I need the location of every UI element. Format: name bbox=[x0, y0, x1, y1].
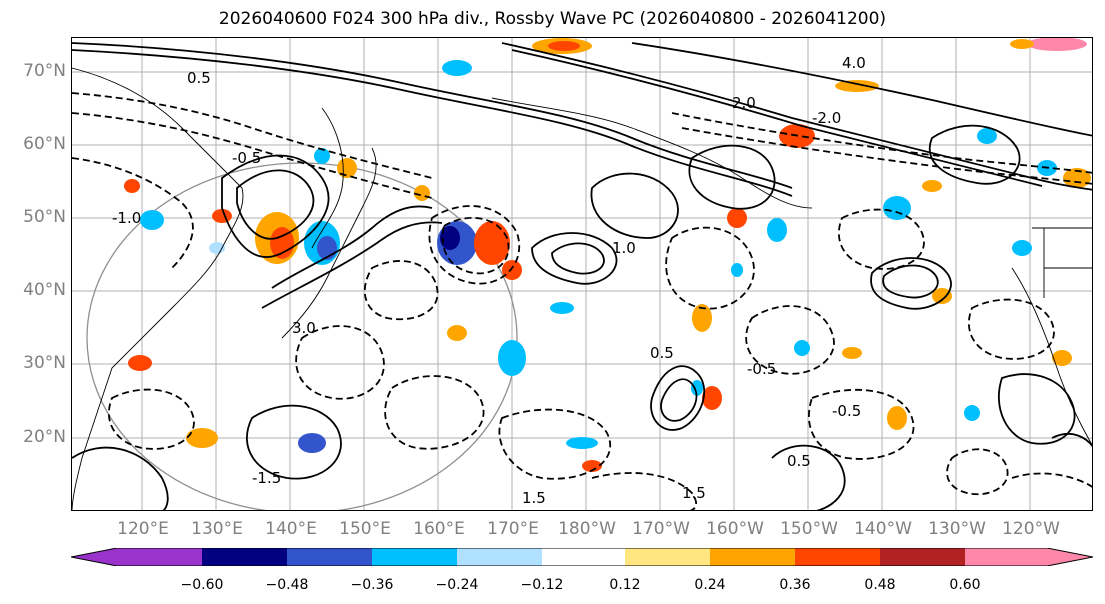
colorbar-tick-label: −0.24 bbox=[435, 577, 479, 593]
lon-label-120w: 120°W bbox=[1002, 519, 1060, 539]
contour-label: -0.5 bbox=[747, 360, 776, 378]
colorbar-bin bbox=[287, 548, 372, 566]
colorbar-tick-label: −0.12 bbox=[520, 577, 564, 593]
contour-label: 0.5 bbox=[787, 452, 811, 470]
lon-label-120e: 120°E bbox=[117, 519, 169, 539]
colorbar-bin bbox=[625, 548, 710, 566]
colorbar-bin bbox=[795, 548, 880, 566]
colorbar-extend-low bbox=[71, 548, 202, 566]
colorbar bbox=[70, 547, 1094, 567]
coastlines bbox=[72, 67, 1092, 510]
colorbar-svg bbox=[70, 547, 1094, 567]
contour-label: 2.0 bbox=[732, 94, 756, 112]
contour-label: 1.0 bbox=[612, 239, 636, 257]
colorbar-bin bbox=[202, 548, 287, 566]
shaded-divergence bbox=[124, 38, 1091, 472]
colorbar-bin bbox=[542, 548, 625, 566]
colorbar-bin bbox=[880, 548, 965, 566]
colorbar-bin bbox=[710, 548, 795, 566]
contour-label: 0.5 bbox=[187, 69, 211, 87]
map-panel: -0.5 0.5 1.0 -1.0 1.5 -1.5 2.0 -2.0 3.0 … bbox=[71, 37, 1093, 511]
colorbar-tick-label: −0.60 bbox=[180, 577, 224, 593]
contour-label: -0.5 bbox=[832, 402, 861, 420]
lon-label-150e: 150°E bbox=[339, 519, 391, 539]
lon-label-160e: 160°E bbox=[413, 519, 465, 539]
colorbar-tick-label: 0.12 bbox=[609, 577, 641, 593]
lat-label-30: 30°N bbox=[23, 353, 66, 373]
colorbar-bin bbox=[457, 548, 542, 566]
colorbar-tick-label: −0.36 bbox=[350, 577, 394, 593]
solid-contours bbox=[72, 42, 1092, 510]
lon-label-170e: 170°E bbox=[487, 519, 539, 539]
contour-label: -1.5 bbox=[252, 469, 281, 487]
lon-label-160w: 160°W bbox=[706, 519, 764, 539]
colorbar-tick-label: 0.60 bbox=[949, 577, 981, 593]
lat-label-70: 70°N bbox=[23, 61, 66, 81]
contour-label: -0.5 bbox=[232, 149, 261, 167]
lon-label-180w: 180°W bbox=[558, 519, 616, 539]
map-canvas: -0.5 0.5 1.0 -1.0 1.5 -1.5 2.0 -2.0 3.0 … bbox=[72, 38, 1092, 510]
contour-label: 4.0 bbox=[842, 54, 866, 72]
map-title: 2026040600 F024 300 hPa div., Rossby Wav… bbox=[218, 9, 887, 29]
lon-label-150w: 150°W bbox=[780, 519, 838, 539]
lon-label-140e: 140°E bbox=[265, 519, 317, 539]
contour-label: -1.0 bbox=[112, 209, 141, 227]
lat-label-40: 40°N bbox=[23, 280, 66, 300]
contour-label: 3.0 bbox=[292, 319, 316, 337]
dashed-contours bbox=[72, 92, 1092, 510]
colorbar-extend-high bbox=[965, 548, 1093, 566]
contour-label: 1.5 bbox=[682, 484, 706, 502]
colorbar-tick-label: 0.48 bbox=[864, 577, 896, 593]
lat-label-60: 60°N bbox=[23, 134, 66, 154]
lat-label-20: 20°N bbox=[23, 427, 66, 447]
lon-label-170w: 170°W bbox=[632, 519, 690, 539]
colorbar-tick-label: −0.48 bbox=[265, 577, 309, 593]
contour-labels: -0.5 0.5 1.0 -1.0 1.5 -1.5 2.0 -2.0 3.0 … bbox=[112, 54, 866, 507]
colorbar-tick-label: 0.24 bbox=[694, 577, 726, 593]
contour-label: 0.5 bbox=[650, 344, 674, 362]
colorbar-tick-label: 0.36 bbox=[779, 577, 811, 593]
lon-label-130w: 130°W bbox=[928, 519, 986, 539]
contour-label: -2.0 bbox=[812, 109, 841, 127]
colorbar-bin bbox=[372, 548, 457, 566]
lon-label-130e: 130°E bbox=[191, 519, 243, 539]
lat-label-50: 50°N bbox=[23, 207, 66, 227]
contour-label: 1.5 bbox=[522, 489, 546, 507]
lon-label-140w: 140°W bbox=[854, 519, 912, 539]
